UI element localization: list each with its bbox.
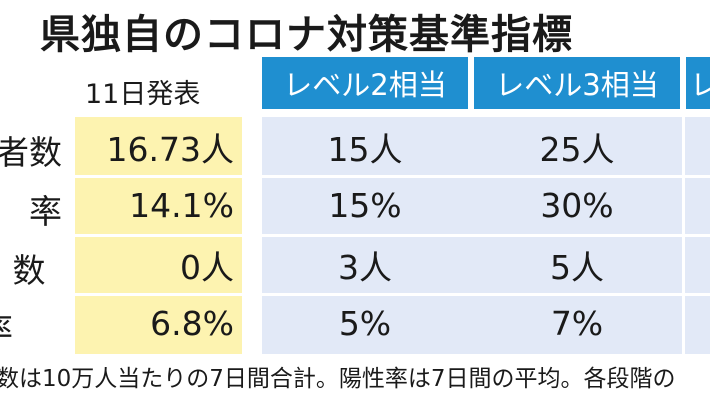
column-divider [682, 117, 685, 354]
level3-value-rate: 7% [550, 304, 604, 343]
level2-value-positivity: 15% [328, 186, 402, 225]
level2-value-count: 3人 [338, 247, 392, 287]
row-divider [262, 234, 710, 237]
level3-value-cases: 25人 [539, 129, 615, 169]
current-divider [75, 293, 242, 296]
row-label-positivity: __率 [29, 192, 62, 231]
level2-value-rate: 5% [338, 304, 392, 343]
header-level4: レ [686, 57, 710, 109]
current-value-positivity: 14.1% [129, 186, 234, 225]
level2-value-cases: 15人 [327, 129, 403, 169]
current-value-count: 0人 [180, 247, 234, 287]
row-label-rate: 率 [0, 303, 13, 351]
header-level3: レベル3相当 [474, 57, 680, 109]
current-divider [75, 175, 242, 178]
footnote: 数は10万人当たりの7日間合計。陽性率は7日間の平均。各段階の [0, 366, 676, 392]
current-value-rate: 6.8% [150, 304, 234, 343]
current-value-cases: 16.73人 [106, 129, 234, 169]
row-label-cases: 者数 [0, 133, 62, 172]
level3-value-count: 5人 [550, 247, 604, 287]
current-divider [75, 234, 242, 237]
level3-value-positivity: 30% [540, 186, 614, 225]
page-title: 県独自のコロナ対策基準指標 [40, 12, 573, 58]
announcement-date: 11日発表 [85, 79, 201, 110]
row-divider [262, 175, 710, 178]
header-level2: レベル2相当 [262, 57, 468, 109]
row-label-count: _数 [12, 251, 46, 290]
row-divider [262, 293, 710, 296]
